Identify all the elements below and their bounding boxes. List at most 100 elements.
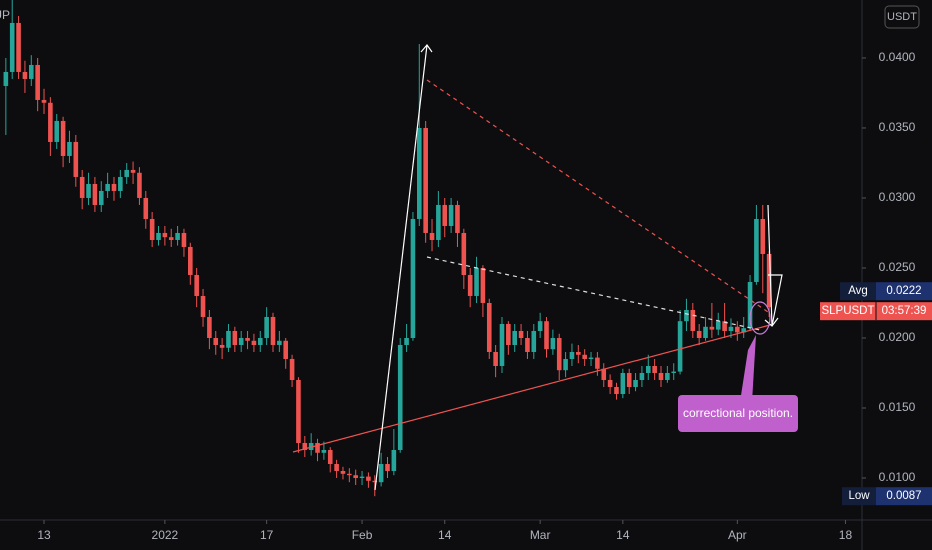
candle-body	[156, 232, 161, 240]
candle-body	[544, 321, 549, 350]
candle-body	[308, 442, 314, 450]
candle-body	[277, 340, 282, 345]
candle-body	[188, 246, 193, 275]
candle-body	[665, 372, 670, 380]
candle-body	[595, 357, 600, 369]
candle-body	[175, 232, 180, 240]
candle-body	[194, 274, 199, 296]
arrow-head	[420, 44, 433, 53]
candle-body	[404, 337, 409, 345]
x-tick-label: Feb	[352, 528, 373, 542]
candle-body	[283, 340, 289, 359]
candle-body	[448, 204, 454, 226]
candle-body	[200, 295, 206, 317]
candle-body	[98, 190, 104, 205]
candle-body	[607, 379, 613, 387]
low-label: Low	[848, 490, 870, 502]
candle-body	[480, 267, 486, 303]
candle-body	[302, 442, 308, 450]
candle-body	[137, 172, 142, 198]
candle-body	[162, 232, 168, 238]
candle-body	[16, 22, 21, 72]
candle-body	[645, 365, 651, 373]
candle-body	[582, 354, 587, 359]
candle-body	[372, 480, 378, 483]
candle-body	[67, 141, 72, 156]
candle-body	[219, 344, 225, 348]
candle-body	[270, 316, 276, 345]
currency-label[interactable]: USDT	[887, 11, 917, 23]
avg-label: Avg	[848, 285, 868, 297]
candle-body	[563, 358, 568, 371]
candle-body	[251, 340, 257, 345]
candle-body	[677, 321, 683, 372]
arrow-line	[767, 204, 783, 327]
candle-body	[79, 176, 85, 198]
x-tick-label: 2022	[152, 528, 179, 542]
candle-body	[658, 372, 664, 380]
candle-body	[226, 330, 231, 348]
candle-body	[766, 253, 772, 308]
candle-body	[486, 302, 492, 352]
candle-body	[754, 218, 759, 282]
candle-body	[633, 379, 638, 387]
candle-body	[601, 368, 607, 380]
arrow-line	[374, 44, 428, 491]
candle-body	[760, 218, 766, 254]
candle-body	[391, 449, 397, 471]
candle-body	[652, 365, 657, 373]
x-tick-label: Apr	[728, 528, 747, 542]
candle-body	[423, 127, 428, 233]
candle-body	[238, 337, 244, 345]
candle-body	[232, 330, 238, 345]
trend-line	[292, 324, 771, 453]
candle-body	[569, 351, 575, 359]
candle-body	[416, 127, 422, 219]
candle-body	[722, 321, 727, 331]
candle-body	[3, 71, 9, 86]
highlight-ellipse	[749, 301, 771, 335]
candle-body	[245, 337, 250, 341]
x-tick-label: 17	[260, 528, 274, 542]
annotation-text: correctional position.	[683, 406, 793, 420]
candle-body	[143, 197, 149, 219]
candle-body	[518, 330, 524, 338]
candle-body	[359, 476, 365, 478]
candle-body	[48, 102, 53, 142]
candle-body	[550, 337, 556, 350]
candle-body	[442, 204, 448, 226]
candle-body	[92, 183, 98, 205]
candle-body	[257, 337, 263, 345]
candle-body	[207, 316, 212, 338]
candle-body	[264, 316, 269, 338]
x-tick-label: 14	[438, 528, 452, 542]
candles	[3, 0, 772, 497]
x-tick-label: 18	[839, 528, 853, 542]
candle-body	[22, 71, 28, 79]
candle-body	[366, 476, 371, 481]
candle-body	[671, 371, 677, 373]
candle-body	[9, 22, 15, 72]
candle-body	[149, 218, 155, 240]
candle-body	[111, 183, 117, 191]
low-value: 0.0087	[886, 490, 921, 502]
candle-body	[54, 120, 60, 142]
candle-body	[105, 183, 110, 191]
currency-button[interactable]	[884, 5, 920, 29]
candle-body	[118, 176, 123, 191]
y-tick-label: 0.0300	[879, 190, 916, 204]
callout-pointer	[740, 335, 756, 402]
candle-body	[576, 351, 581, 355]
candle-body	[455, 204, 460, 233]
arrow-head	[764, 317, 779, 327]
price-tag-countdown: 03:57:39	[882, 305, 927, 317]
candle-body	[506, 323, 511, 345]
candle-body	[353, 475, 358, 478]
x-tick-label: 14	[616, 528, 630, 542]
candle-body	[378, 463, 384, 483]
candle-body	[735, 326, 740, 333]
symbol-label: UP	[0, 8, 10, 22]
candle-body	[537, 321, 543, 331]
y-tick-label: 0.0250	[879, 260, 916, 274]
